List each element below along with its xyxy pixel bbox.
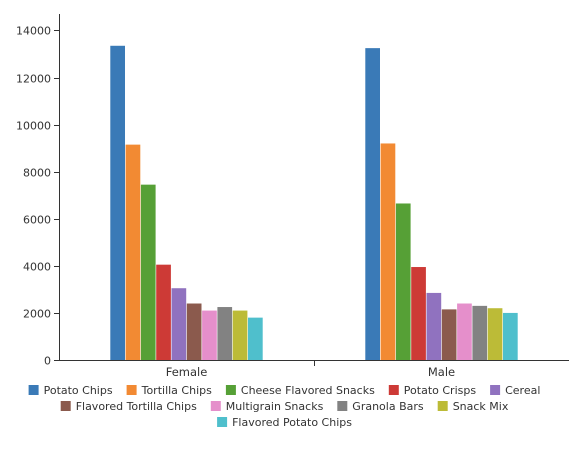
bar-tortilla-chips-female [125, 144, 141, 360]
legend-label: Tortilla Chips [141, 384, 213, 397]
legend: Potato Chips Tortilla Chips Cheese Flavore… [28, 384, 540, 429]
bar-potato-chips-male [365, 48, 380, 360]
legend-swatch [210, 401, 221, 411]
bar-multigrain-snacks-male [457, 303, 472, 360]
bar-cereal-male [426, 292, 442, 360]
bar-potato-chips-female [110, 45, 125, 360]
legend-label: Potato Crisps [404, 384, 477, 397]
bar-flavored-potato-chips-male [503, 312, 518, 360]
bar-cheese-flavored-snacks-female [140, 184, 156, 360]
legend-label: Multigrain Snacks [226, 400, 324, 413]
legend-swatch [60, 401, 71, 411]
x-axis: Female Male [166, 360, 455, 379]
bar-flavored-tortilla-chips-male [441, 309, 457, 360]
bar-cheese-flavored-snacks-male [395, 203, 411, 360]
legend-swatch [28, 385, 39, 395]
bar-multigrain-snacks-female [202, 310, 217, 360]
bar-granola-bars-male [472, 305, 488, 360]
legend-swatch [490, 385, 501, 395]
y-tick-label: 8000 [23, 167, 51, 180]
bar-flavored-potato-chips-female [248, 317, 263, 360]
legend-label: Potato Chips [44, 384, 113, 397]
bar-potato-crisps-male [411, 267, 426, 360]
y-tick-label: 2000 [23, 308, 51, 321]
y-tick-label: 14000 [16, 25, 51, 38]
bar-snack-mix-male [487, 308, 503, 360]
legend-label: Snack Mix [453, 400, 509, 413]
legend-label: Cheese Flavored Snacks [241, 384, 375, 397]
bar-snack-mix-female [232, 310, 248, 360]
legend-label: Cereal [505, 384, 540, 397]
x-category-label: Male [428, 365, 455, 379]
y-tick-label: 12000 [16, 73, 51, 86]
legend-swatch [225, 385, 236, 395]
y-tick-label: 4000 [23, 261, 51, 274]
bar-tortilla-chips-male [380, 143, 396, 360]
legend-label: Flavored Potato Chips [232, 416, 352, 429]
legend-swatch [437, 401, 448, 411]
y-tick-label: 6000 [23, 214, 51, 227]
legend-swatch [126, 385, 137, 395]
x-category-label: Female [166, 365, 208, 379]
bars-group [110, 45, 518, 360]
bar-granola-bars-female [217, 307, 233, 360]
legend-label: Granola Bars [352, 400, 424, 413]
bar-cereal-female [171, 288, 187, 360]
legend-swatch [217, 417, 228, 427]
y-tick-label: 10000 [16, 120, 51, 133]
bar-flavored-tortilla-chips-female [186, 303, 202, 360]
legend-swatch [337, 401, 348, 411]
y-tick-label: 0 [44, 355, 51, 368]
legend-label: Flavored Tortilla Chips [76, 400, 197, 413]
legend-swatch [388, 385, 399, 395]
y-axis: 0 2000 4000 6000 8000 10000 12000 14000 [16, 25, 59, 368]
bar-potato-crisps-female [156, 264, 171, 360]
